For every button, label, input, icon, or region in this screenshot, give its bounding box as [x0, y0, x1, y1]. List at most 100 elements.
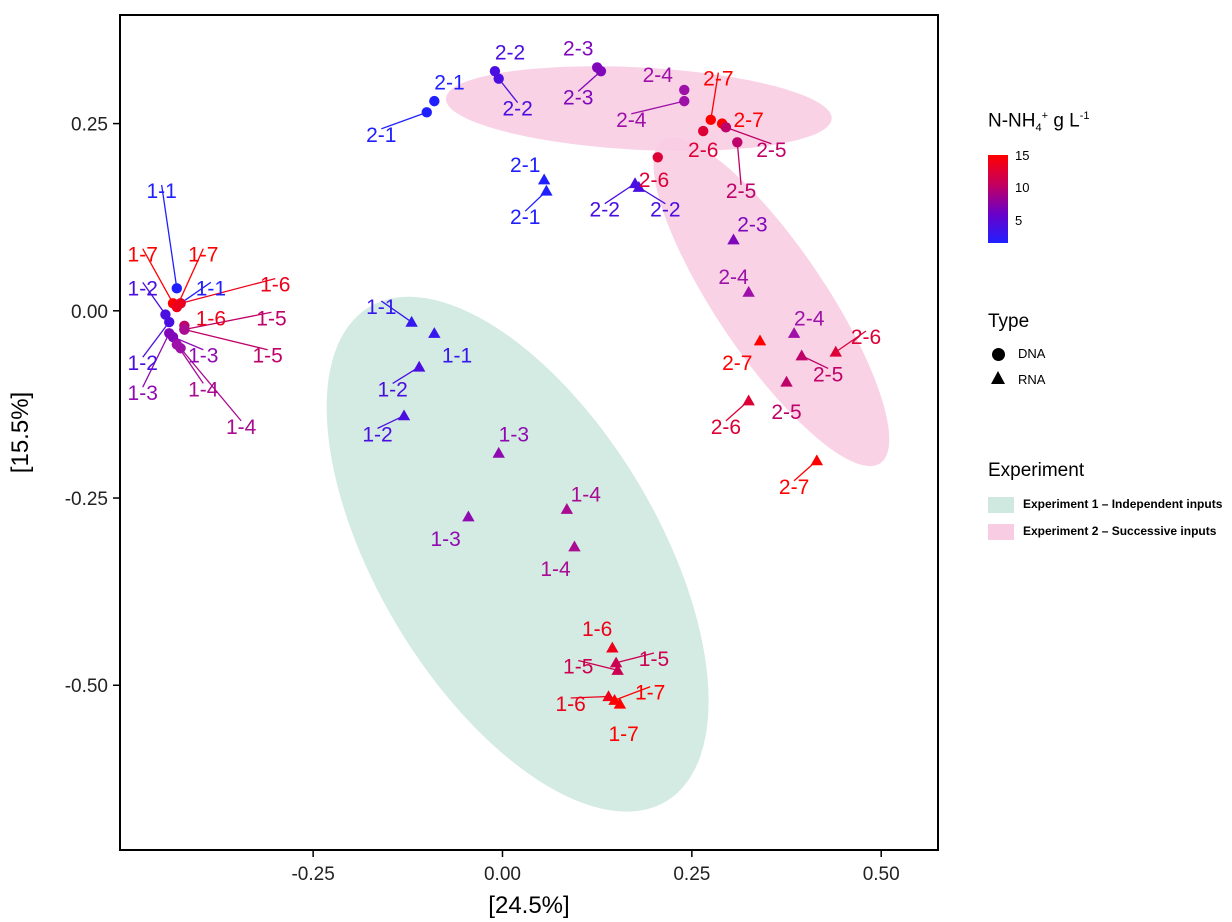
x-tick-label: 0.50 [863, 864, 900, 885]
label-leader-line [710, 72, 719, 120]
rna-triangle-symbol [991, 371, 1005, 384]
dna-point [421, 107, 432, 118]
dna-point [493, 73, 504, 84]
point-label: 1-2 [128, 277, 158, 300]
point-label: 1-2 [362, 423, 392, 446]
point-label: 1-7 [188, 244, 218, 267]
rna-point [412, 360, 426, 372]
rna-point [537, 173, 551, 185]
point-label: 1-5 [639, 648, 669, 671]
point-label: 1-2 [128, 352, 158, 375]
point-label: 2-1 [434, 71, 464, 94]
dna-point [705, 114, 716, 126]
dna-point [720, 122, 732, 133]
rna-point [560, 503, 574, 514]
point-label: 1-5 [253, 345, 283, 368]
color-tick-15: 15 [1015, 148, 1030, 163]
legend-panel: N-NH4+ g L-1 15 10 5 Type DNA RNA Experi… [988, 0, 1232, 922]
dna-circle-symbol [992, 348, 1005, 361]
y-tick-label: 0.00 [71, 302, 108, 323]
point-label: 1-3 [431, 528, 461, 551]
label-leader-line [180, 277, 276, 304]
label-leader-line [631, 100, 685, 115]
dna-point [679, 84, 690, 96]
type-entry-dna: DNA [1018, 346, 1046, 361]
x-axis-title: [24.5%] [488, 892, 569, 919]
point-label: 1-1 [196, 277, 226, 300]
point-label: 1-7 [635, 682, 665, 705]
point-label: 1-1 [366, 296, 396, 319]
dna-point [175, 298, 186, 309]
dna-point [698, 125, 709, 137]
label-leader-line [381, 111, 427, 130]
rna-point [606, 641, 619, 653]
dna-point [171, 283, 183, 294]
point-label: 1-2 [377, 378, 407, 401]
point-label: 2-2 [495, 41, 525, 64]
point-label: 2-5 [813, 363, 843, 386]
point-label: 2-7 [703, 68, 733, 91]
rna-point [787, 327, 801, 338]
rna-point [742, 394, 755, 406]
dna-point [164, 316, 175, 328]
point-label: 1-7 [608, 723, 638, 746]
label-leader-line [180, 281, 212, 304]
label-leader-line [180, 347, 242, 422]
point-label: 2-1 [510, 206, 540, 229]
point-label: 2-2 [590, 199, 620, 222]
rna-point [462, 510, 475, 522]
point-label: 1-4 [540, 558, 571, 581]
type-legend-title: Type [988, 311, 1030, 332]
rna-point [428, 327, 441, 338]
point-label: 2-6 [711, 416, 741, 439]
rna-point [397, 409, 411, 421]
point-label: 1-4 [226, 416, 257, 439]
point-label: 1-3 [188, 345, 218, 368]
confidence-ellipse-2 [445, 66, 832, 151]
point-label: 2-3 [563, 86, 593, 109]
rna-point [795, 349, 808, 361]
label-leader-line [142, 248, 174, 304]
label-leader-line [570, 695, 609, 699]
color-legend-title: N-NH4+ g L-1 [988, 110, 1090, 134]
rna-point [810, 454, 824, 466]
rna-point [829, 345, 842, 357]
point-label: 1-5 [256, 307, 286, 330]
rna-point [609, 656, 623, 668]
point-label: 2-5 [756, 139, 786, 162]
rna-point [727, 233, 740, 245]
label-leader-line [142, 321, 170, 358]
point-label: 2-4 [616, 109, 647, 132]
point-label: 2-2 [502, 98, 532, 121]
x-tick-label: 0.00 [484, 864, 521, 885]
label-leader-line [172, 336, 204, 351]
point-label: 2-3 [563, 38, 593, 61]
dna-point [429, 95, 440, 107]
label-leader-line [736, 142, 742, 186]
point-label: 2-6 [851, 326, 881, 349]
plot-frame [119, 14, 939, 851]
experiment-1-swatch [988, 497, 1014, 513]
dna-point [732, 137, 743, 148]
y-axis-title: [15.5%] [7, 392, 34, 473]
point-label: 1-3 [499, 423, 529, 446]
rna-point [568, 540, 581, 552]
color-tick-10: 10 [1015, 180, 1030, 195]
label-leader-line [725, 126, 772, 145]
dna-point [652, 152, 663, 163]
point-label-layer: 1-1 1-7 1-7 1-2 1-1 1-6 1-6 1-5 1-2 1-3 1-5 1-3 1-4 1… [128, 38, 882, 746]
rna-point [492, 446, 505, 458]
x-tick-label: -0.25 [291, 864, 334, 885]
point-label: 2-4 [718, 266, 749, 289]
experiment-entry-1: Experiment 1 – Independent inputs [1023, 497, 1223, 511]
point-label: 2-6 [688, 139, 718, 162]
point-label: 1-6 [196, 307, 226, 330]
y-tick-label: -0.50 [65, 676, 108, 697]
point-label: 1-6 [260, 274, 290, 297]
label-leader-line [184, 328, 268, 351]
label-leader-line [578, 659, 618, 671]
point-label: 2-1 [366, 124, 396, 147]
dna-point [179, 324, 190, 335]
color-scale-bar [988, 155, 1008, 243]
rna-point [632, 181, 646, 192]
